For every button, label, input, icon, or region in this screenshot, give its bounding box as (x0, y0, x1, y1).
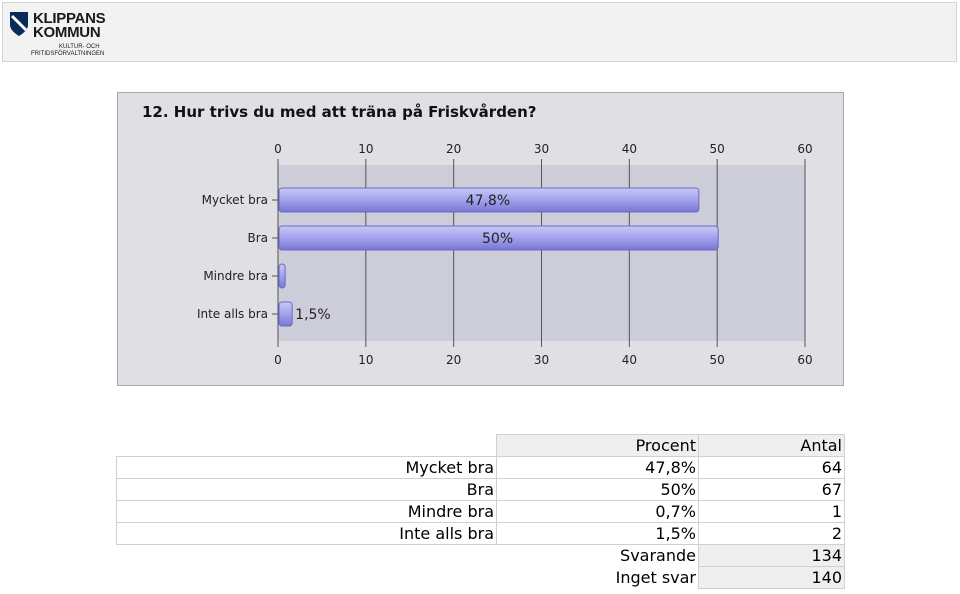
bar (278, 187, 700, 213)
header-bar: KLIPPANS KOMMUN KULTUR- OCH FRITIDSFÖRVA… (2, 2, 957, 62)
table-row: Mindre bra 0,7% 1 (116, 500, 845, 523)
chart-panel: 12. Hur trivs du med att träna på Friskv… (117, 92, 844, 386)
bottom-tick-label: 10 (358, 353, 373, 367)
axis-ticks: 0 0 10 10 20 20 30 30 40 40 50 50 60 60 (274, 142, 812, 367)
summary-value: 140 (698, 566, 845, 589)
bar-chart: 12. Hur trivs du med att träna på Friskv… (142, 103, 813, 367)
summary-row: Inget svar 140 (117, 566, 845, 589)
summary-spacer (117, 567, 497, 589)
top-tick-label: 60 (797, 142, 812, 156)
column-header-percent: Procent (496, 434, 699, 457)
table-header-row: Procent Antal (117, 434, 845, 457)
summary-row: Svarande 134 (117, 544, 845, 567)
top-tick-label: 40 (622, 142, 637, 156)
bottom-tick-label: 40 (622, 353, 637, 367)
bar (278, 225, 719, 251)
bar-value-label: 50% (482, 231, 513, 247)
category-label: Inte alls bra (197, 307, 268, 321)
row-label: Mindre bra (116, 500, 497, 523)
logo-line-1: KLIPPANS (33, 10, 106, 27)
bars: 47,8% 50% 1,5% (278, 187, 719, 327)
bottom-tick-label: 20 (446, 353, 461, 367)
summary-label: Inget svar (615, 568, 696, 587)
bottom-tick-label: 60 (797, 353, 812, 367)
row-count: 1 (698, 500, 845, 523)
row-label: Inte alls bra (116, 522, 497, 545)
row-count: 64 (698, 456, 845, 479)
row-percent: 50% (496, 478, 699, 501)
category-label: Mindre bra (203, 269, 268, 283)
bar-value-label: 1,5% (295, 307, 331, 323)
bottom-tick-label: 30 (534, 353, 549, 367)
results-table: Procent Antal Mycket bra 47,8% 64 Bra 50% 67 Min… (116, 434, 845, 589)
top-tick-label: 0 (274, 142, 282, 156)
bar (278, 263, 286, 289)
table-row: Bra 50% 67 (116, 478, 845, 501)
summary-spacer (117, 545, 497, 567)
logo-subtitle-1: KULTUR- OCH (59, 44, 100, 50)
shield-icon (10, 12, 28, 36)
category-label: Mycket bra (202, 193, 268, 207)
logo-subtitle-2: FRITIDSFÖRVALTNINGEN (31, 51, 105, 57)
chart-title: 12. Hur trivs du med att träna på Friskv… (142, 103, 536, 121)
row-percent: 1,5% (496, 522, 699, 545)
summary-value: 134 (698, 544, 845, 567)
row-count: 67 (698, 478, 845, 501)
top-tick-label: 30 (534, 142, 549, 156)
row-percent: 0,7% (496, 500, 699, 523)
row-label: Mycket bra (116, 456, 497, 479)
column-header-count: Antal (698, 434, 845, 457)
header-spacer (117, 435, 497, 457)
bottom-tick-label: 50 (710, 353, 725, 367)
klippans-kommun-logo: KLIPPANS KOMMUN KULTUR- OCH FRITIDSFÖRVA… (9, 7, 109, 59)
row-label: Bra (116, 478, 497, 501)
row-count: 2 (698, 522, 845, 545)
table-row: Mycket bra 47,8% 64 (116, 456, 845, 479)
top-tick-label: 20 (446, 142, 461, 156)
row-percent: 47,8% (496, 456, 699, 479)
table-row: Inte alls bra 1,5% 2 (116, 522, 845, 545)
top-tick-label: 10 (358, 142, 373, 156)
top-tick-label: 50 (710, 142, 725, 156)
logo-line-2: KOMMUN (33, 24, 101, 41)
bar (278, 301, 293, 327)
category-label: Bra (247, 231, 268, 245)
bottom-tick-label: 0 (274, 353, 282, 367)
bar-value-label: 47,8% (466, 193, 510, 209)
summary-label: Svarande (620, 546, 696, 566)
category-labels: Mycket bra Bra Mindre bra Inte alls bra (197, 193, 278, 321)
